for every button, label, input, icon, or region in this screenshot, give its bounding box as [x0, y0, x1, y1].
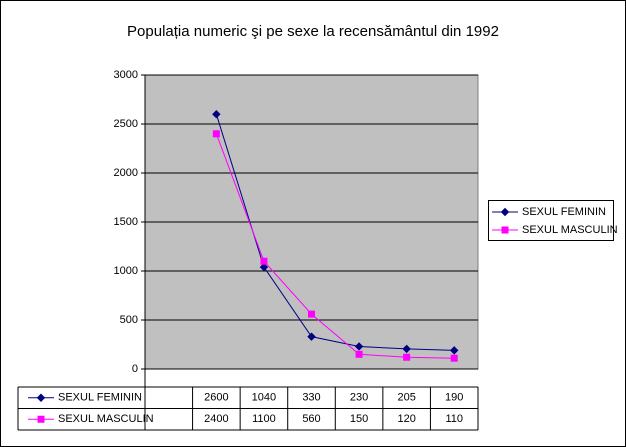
table-row-label: SEXUL FEMININ [58, 392, 142, 404]
marker [450, 354, 458, 362]
table-cell: 150 [350, 413, 368, 425]
marker [212, 109, 221, 119]
table-cell: 205 [397, 392, 415, 404]
table-cell: 230 [350, 392, 368, 404]
series-line [215, 114, 455, 351]
y-tick-label: 3000 [114, 69, 138, 81]
table-cell: 330 [302, 392, 320, 404]
table-cell: 190 [445, 392, 463, 404]
table-cell: 560 [302, 413, 320, 425]
legend-box [488, 200, 614, 241]
table-cell: 2400 [204, 413, 228, 425]
y-tick-label: 2000 [114, 167, 138, 179]
legend-label: SEXUL FEMININ [522, 206, 606, 218]
marker [308, 310, 315, 318]
marker [501, 226, 509, 234]
marker [402, 344, 411, 354]
marker [259, 262, 269, 272]
series-line [215, 133, 455, 359]
marker [500, 207, 510, 217]
y-tick-label: 2500 [114, 118, 138, 130]
marker [354, 342, 364, 351]
table-cell: 120 [397, 413, 415, 425]
marker [36, 393, 46, 402]
marker [260, 257, 268, 265]
table-cell: 2600 [204, 392, 228, 404]
marker [307, 332, 316, 341]
table-cell: 1100 [252, 413, 276, 425]
marker [450, 346, 459, 355]
marker [212, 130, 220, 138]
marker [355, 350, 363, 358]
y-tick-label: 1500 [114, 216, 138, 228]
marker [403, 353, 411, 361]
chart-title: Populația numeric şi pe sexe la recensăm… [127, 23, 499, 40]
y-tick-label: 500 [120, 314, 138, 326]
table-cell: 110 [445, 413, 463, 425]
marker [37, 415, 45, 423]
table-cell: 1040 [252, 392, 276, 404]
y-tick-label: 1000 [114, 265, 138, 277]
y-tick-label: 0 [132, 363, 138, 375]
legend-label: SEXUL MASCULIN [522, 224, 618, 236]
table-row-label: SEXUL MASCULIN [58, 413, 154, 425]
